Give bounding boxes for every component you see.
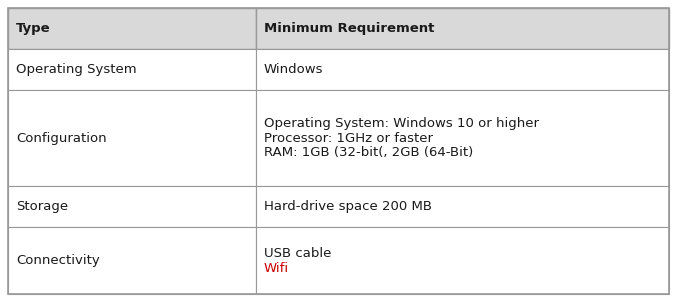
Text: RAM: 1GB (32-bit(, 2GB (64-Bit): RAM: 1GB (32-bit(, 2GB (64-Bit) [264,146,473,159]
Text: Hard-drive space 200 MB: Hard-drive space 200 MB [264,201,432,214]
Bar [8,90,256,186]
Bar [256,8,669,49]
Text: Processor: 1GHz or faster: Processor: 1GHz or faster [264,132,433,145]
Bar [8,8,256,49]
Text: Connectivity: Connectivity [16,254,100,267]
Text: USB cable: USB cable [264,247,331,260]
Bar [256,90,669,186]
Text: Windows: Windows [264,63,324,76]
Text: Storage: Storage [16,201,68,214]
Text: Wifi: Wifi [264,262,289,275]
Text: Operating System: Operating System [16,63,137,76]
Bar [256,186,669,227]
Bar [8,186,256,227]
Bar [256,49,669,90]
Bar [8,49,256,90]
Bar [8,227,256,294]
Text: Type: Type [16,22,51,35]
Bar [256,227,669,294]
Text: Minimum Requirement: Minimum Requirement [264,22,434,35]
Text: Configuration: Configuration [16,132,106,145]
Text: Operating System: Windows 10 or higher: Operating System: Windows 10 or higher [264,117,539,130]
